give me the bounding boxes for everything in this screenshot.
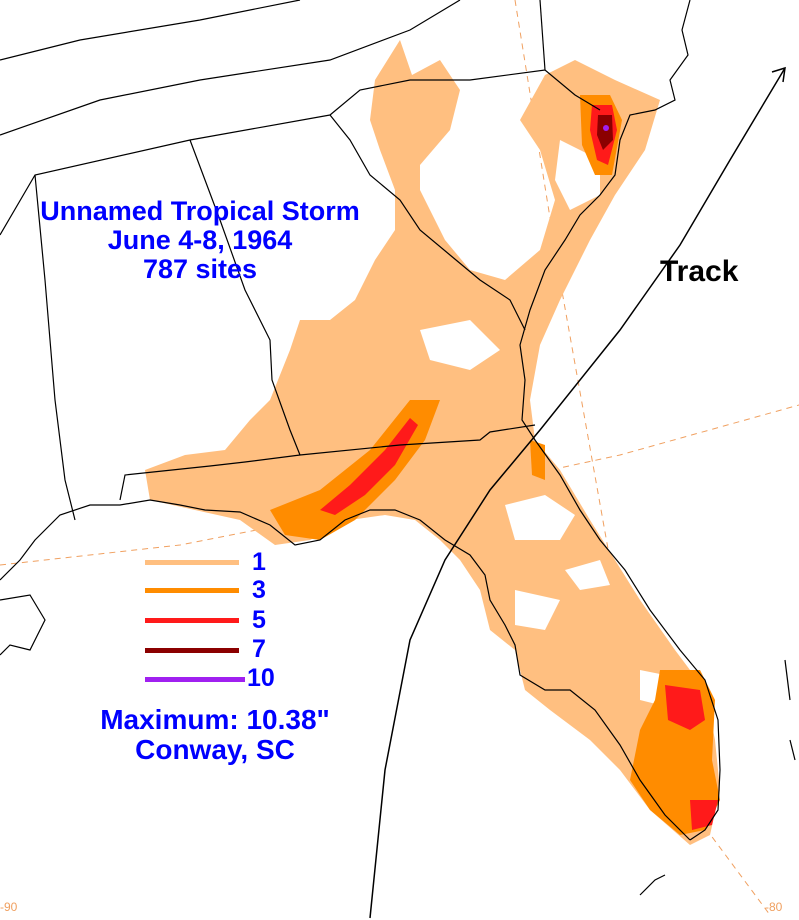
legend-label-7: 7 — [252, 635, 266, 663]
legend-swatch-5 — [145, 618, 239, 623]
legend-swatch-7 — [145, 648, 239, 653]
contour-5in — [320, 418, 418, 515]
legend-swatch-1 — [145, 560, 239, 565]
contour-7in — [597, 115, 613, 150]
maximum-info: Maximum: 10.38" Conway, SC — [60, 705, 370, 765]
title-storm-name: Unnamed Tropical Storm — [40, 196, 360, 226]
contour-gap — [505, 495, 575, 540]
legend-label-3: 3 — [252, 576, 266, 604]
legend-swatch-3 — [145, 588, 239, 593]
legend-swatch-10 — [145, 677, 245, 682]
contour-gap — [565, 560, 610, 590]
contour-5in — [690, 800, 718, 830]
graticule-label-right: -80 — [765, 900, 783, 914]
title-site-count: 787 sites — [142, 254, 258, 284]
map-title: Unnamed Tropical Storm June 4-8, 1964 78… — [0, 197, 400, 284]
contour-10in — [603, 125, 609, 131]
legend-label-5: 5 — [252, 606, 266, 634]
legend-label-1: 1 — [252, 548, 266, 576]
track-label: Track — [660, 255, 739, 288]
contour-5in — [665, 685, 705, 730]
contour-gap — [515, 590, 560, 630]
storm-track — [369, 66, 786, 919]
title-dates: June 4-8, 1964 — [107, 225, 293, 255]
contour-3in — [530, 440, 545, 480]
maximum-location: Conway, SC — [135, 734, 295, 765]
state-boundaries — [0, 0, 796, 896]
maximum-value: Maximum: 10.38" — [100, 704, 330, 735]
contour-gap — [420, 320, 500, 370]
graticule-label-left: -90 — [0, 900, 18, 914]
legend-label-10: 10 — [247, 664, 275, 692]
